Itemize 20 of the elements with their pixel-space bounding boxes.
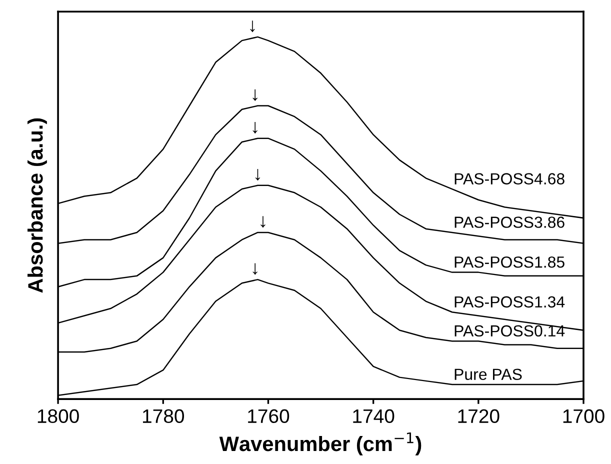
x-tick-label: 1700 — [563, 409, 604, 424]
series-label: Pure PAS — [454, 368, 522, 380]
annotation: ↓ — [250, 20, 255, 32]
series-label: PAS-POSS0.14 — [454, 325, 565, 337]
x-tick-label: 1780 — [142, 409, 184, 424]
x-tick-label: 1800 — [38, 409, 79, 424]
x-tick-label: 1760 — [248, 409, 290, 424]
y-axis-title: Absorbance (a.u.) — [28, 118, 47, 293]
series-label: PAS-POSS3.86 — [454, 216, 564, 228]
x-tick-label: 1720 — [458, 409, 500, 424]
series-label: PAS-POSS1.85 — [454, 256, 564, 268]
series-label: PAS-POSS1.34 — [454, 296, 565, 308]
series-label: PAS-POSS4.68 — [454, 173, 564, 184]
annotation: ↓ — [252, 122, 258, 134]
annotation: ↓ — [255, 169, 260, 181]
annotation: ↓ — [252, 89, 258, 101]
annotation: ↓ — [260, 216, 266, 228]
annotation: ↓ — [252, 263, 258, 275]
x-axis-title: Wavenumber (cm$^{−1}$) — [219, 432, 422, 456]
x-tick-label: 1740 — [353, 409, 394, 424]
